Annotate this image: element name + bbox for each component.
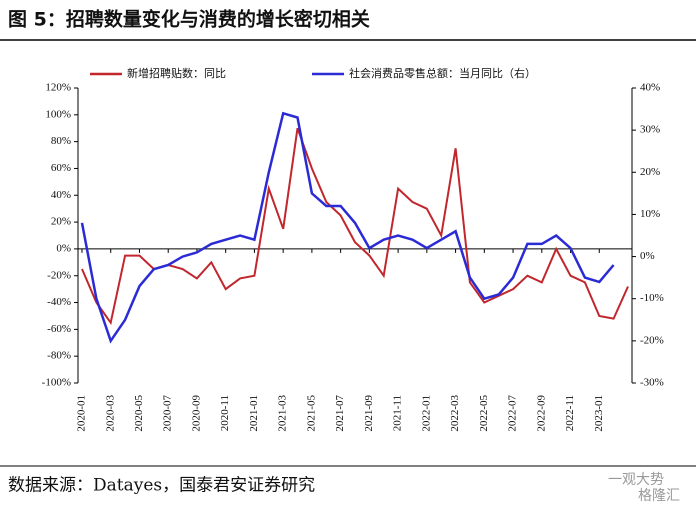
y-tick-label: 100% [45, 108, 71, 120]
x-tick-label: 2022-05 [478, 395, 490, 432]
y-tick-label: 60% [51, 162, 71, 174]
y2-tick-label: 30% [640, 124, 660, 136]
legend-label: 新增招聘贴数：同比 [127, 66, 226, 80]
x-tick-label: 2022-11 [564, 395, 576, 431]
y-tick-label: -80% [47, 350, 71, 362]
x-tick-label: 2023-01 [593, 395, 605, 432]
y2-tick-label: 20% [640, 166, 660, 178]
y-tick-label: 80% [51, 135, 71, 147]
x-tick-label: 2021-07 [334, 395, 346, 432]
source: 数据来源：Datayes，国泰君安证券研究 [8, 476, 315, 496]
x-tick-label: 2022-01 [420, 395, 432, 432]
y-tick-label: 40% [51, 189, 71, 201]
y-tick-label: -40% [47, 296, 71, 308]
x-tick-label: 2020-01 [76, 395, 88, 432]
x-tick-label: 2021-05 [305, 395, 317, 432]
series-line [81, 127, 629, 326]
y2-tick-label: -10% [640, 292, 664, 304]
y2-tick-label: 40% [640, 82, 660, 94]
x-tick-label: 2021-01 [248, 395, 260, 432]
x-tick-label: 2022-09 [535, 395, 547, 432]
x-tick-label: 2021-03 [277, 395, 289, 432]
watermark: 一观大势 [608, 472, 664, 488]
x-tick-label: 2021-11 [392, 395, 404, 431]
y2-tick-label: 10% [640, 208, 660, 220]
x-tick-label: 2020-03 [104, 395, 116, 432]
chart-title: 图 5：招聘数量变化与消费的增长密切相关 [8, 8, 370, 31]
x-tick-label: 2022-07 [507, 395, 519, 432]
y-tick-label: -100% [42, 377, 71, 389]
x-tick-label: 2022-03 [449, 395, 461, 432]
y-tick-label: 120% [45, 82, 71, 94]
x-tick-label: 2020-09 [190, 395, 202, 432]
x-tick-label: 2020-07 [162, 395, 174, 432]
x-tick-label: 2020-05 [133, 395, 145, 432]
legend-label: 社会消费品零售总额：当月同比（右） [349, 66, 536, 80]
y2-tick-label: 0% [640, 250, 655, 262]
y2-tick-label: -20% [640, 334, 664, 346]
y2-tick-label: -30% [640, 377, 664, 389]
watermark: 格隆汇 [638, 488, 680, 504]
y-tick-label: 20% [51, 216, 71, 228]
series-line [80, 111, 615, 344]
y-tick-label: 0% [56, 242, 71, 254]
x-tick-label: 2020-11 [219, 395, 231, 431]
y-tick-label: -60% [47, 323, 71, 335]
y-tick-label: -20% [47, 269, 71, 281]
x-tick-label: 2021-09 [363, 395, 375, 432]
